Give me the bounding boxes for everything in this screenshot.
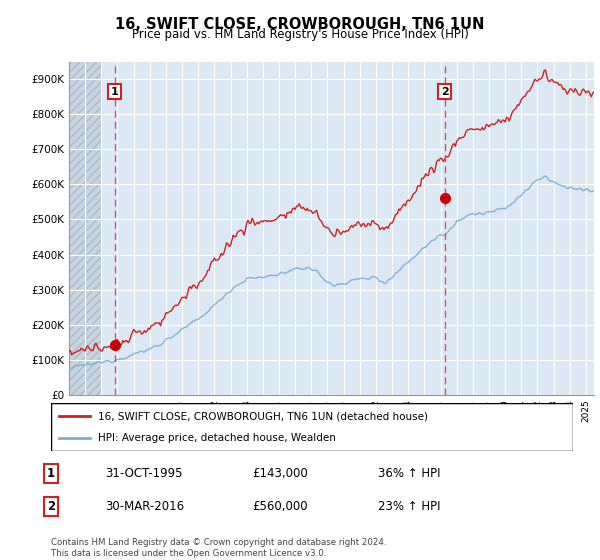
Text: Price paid vs. HM Land Registry's House Price Index (HPI): Price paid vs. HM Land Registry's House … bbox=[131, 28, 469, 41]
Text: Contains HM Land Registry data © Crown copyright and database right 2024.
This d: Contains HM Land Registry data © Crown c… bbox=[51, 538, 386, 558]
Text: 1: 1 bbox=[111, 87, 119, 96]
Text: £143,000: £143,000 bbox=[252, 466, 308, 480]
Text: HPI: Average price, detached house, Wealden: HPI: Average price, detached house, Weal… bbox=[98, 433, 336, 443]
Text: 30-MAR-2016: 30-MAR-2016 bbox=[105, 500, 184, 514]
Text: 31-OCT-1995: 31-OCT-1995 bbox=[105, 466, 182, 480]
Text: 2: 2 bbox=[441, 87, 448, 96]
Text: 2: 2 bbox=[47, 500, 55, 514]
Text: £560,000: £560,000 bbox=[252, 500, 308, 514]
Text: 23% ↑ HPI: 23% ↑ HPI bbox=[378, 500, 440, 514]
Text: 1: 1 bbox=[47, 466, 55, 480]
Text: 36% ↑ HPI: 36% ↑ HPI bbox=[378, 466, 440, 480]
Text: 16, SWIFT CLOSE, CROWBOROUGH, TN6 1UN (detached house): 16, SWIFT CLOSE, CROWBOROUGH, TN6 1UN (d… bbox=[98, 411, 428, 421]
Text: 16, SWIFT CLOSE, CROWBOROUGH, TN6 1UN: 16, SWIFT CLOSE, CROWBOROUGH, TN6 1UN bbox=[115, 17, 485, 32]
